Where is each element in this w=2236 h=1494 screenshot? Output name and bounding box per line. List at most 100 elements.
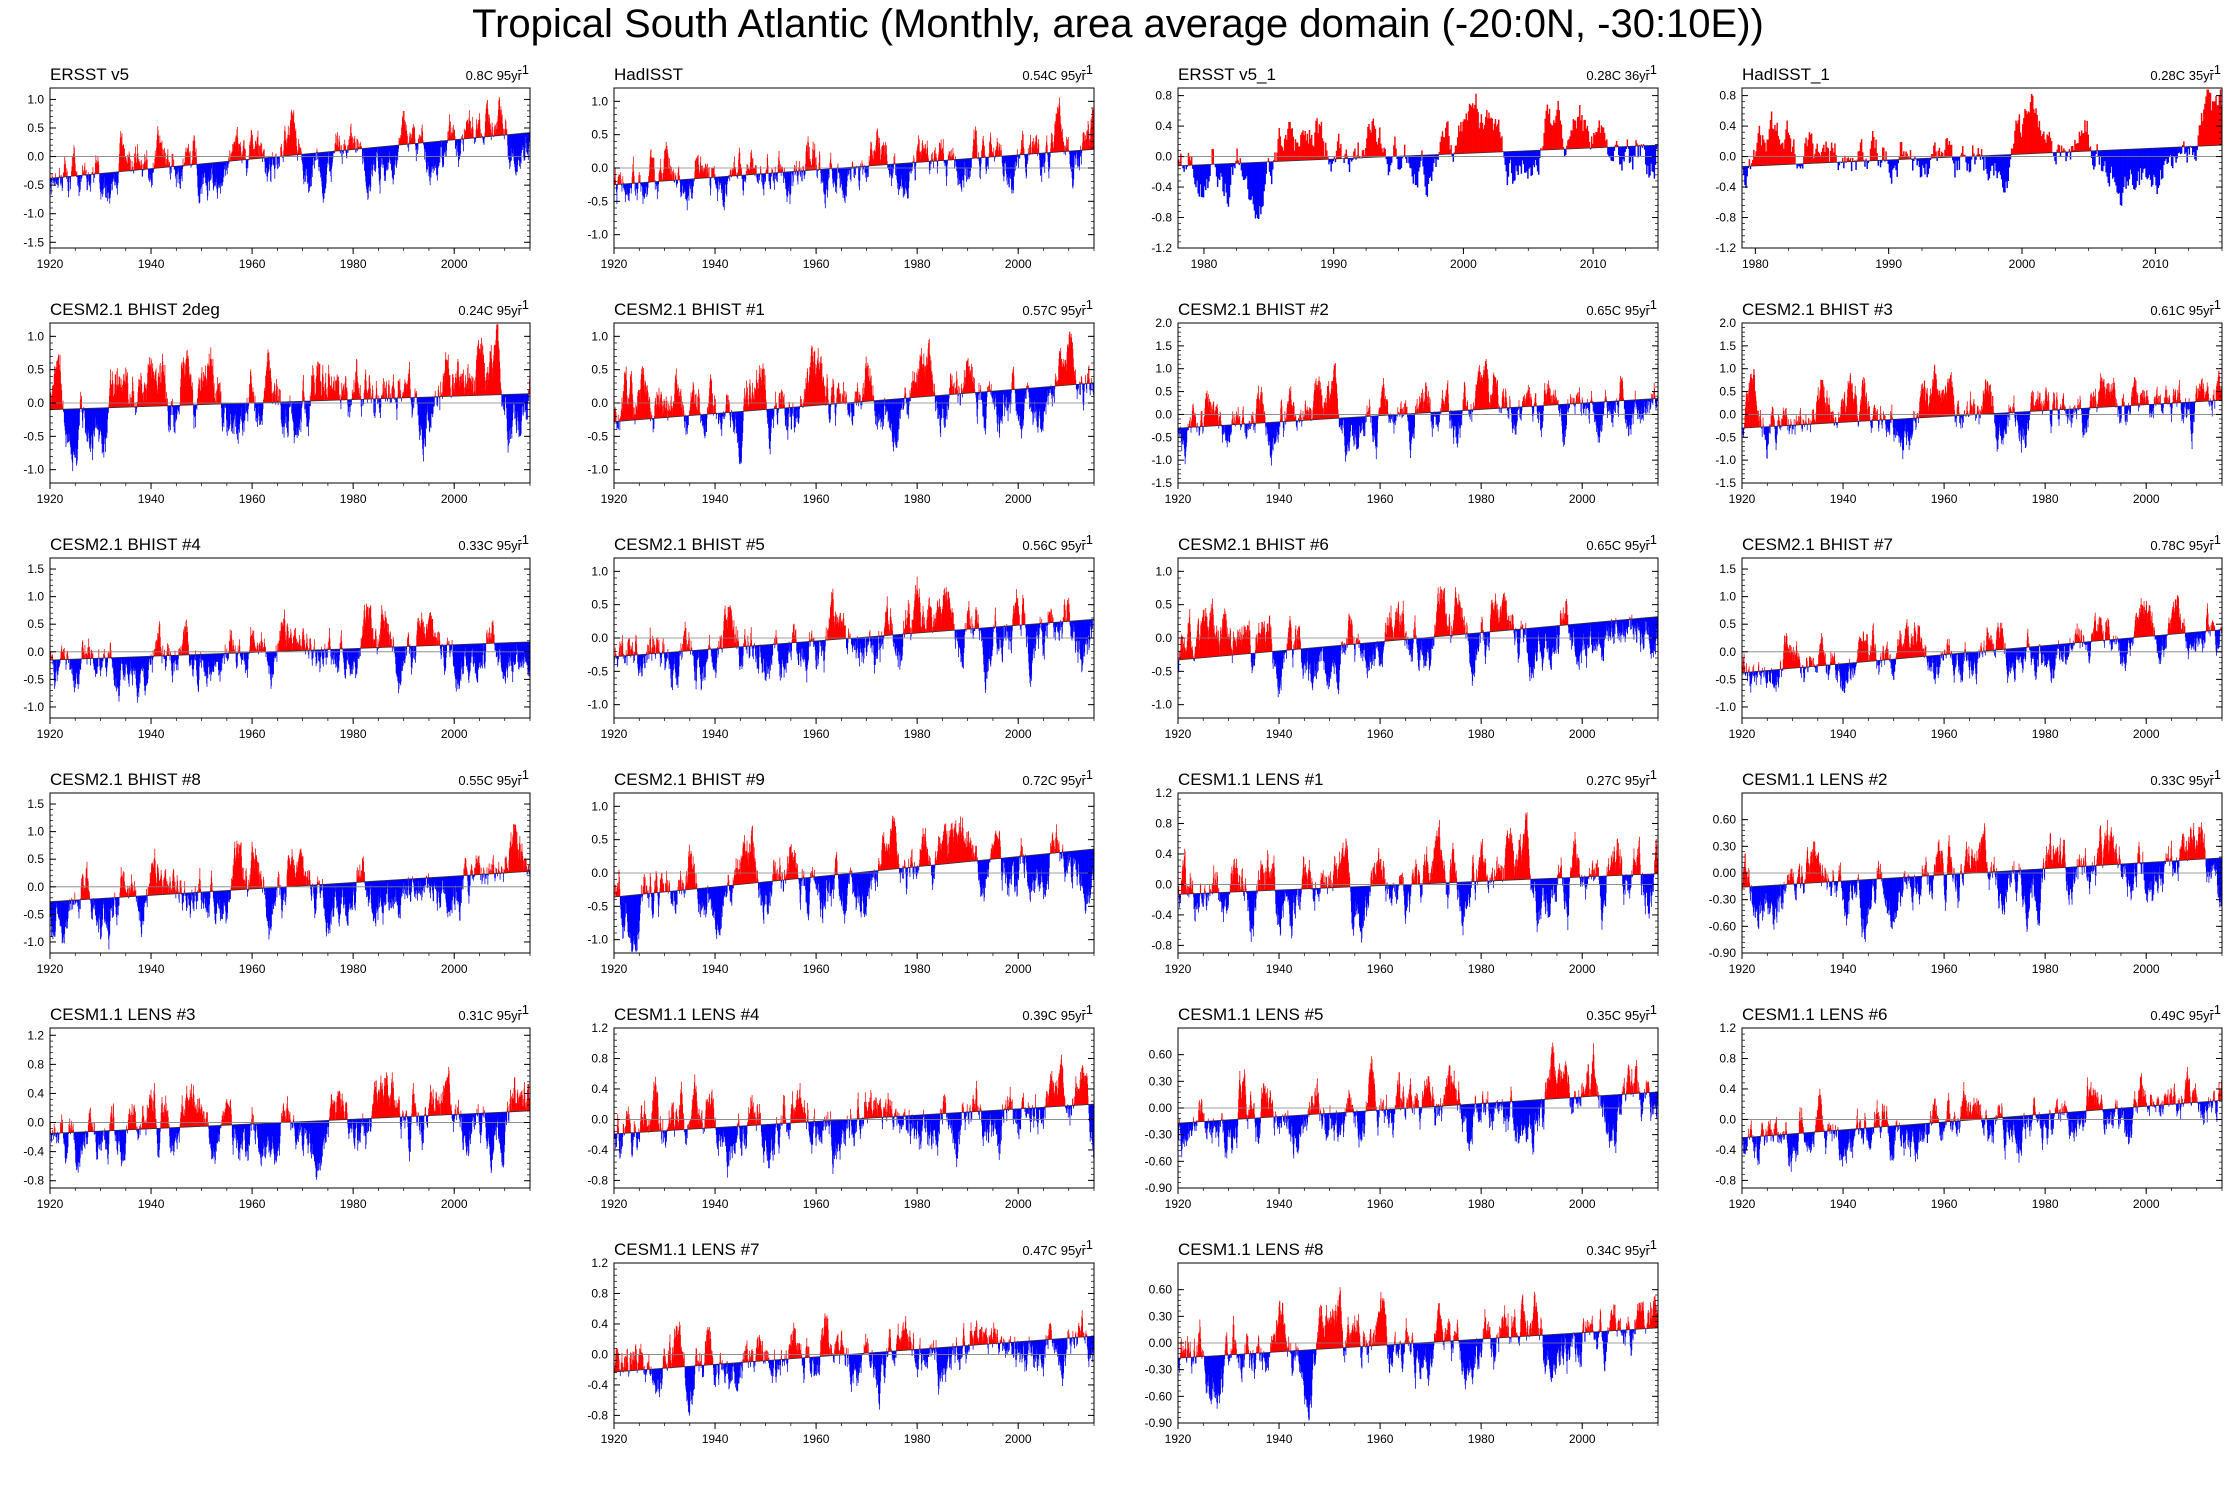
bar <box>662 415 663 418</box>
bar <box>66 171 68 177</box>
bar <box>476 128 478 138</box>
bar <box>164 152 166 168</box>
bar <box>918 135 919 163</box>
bar <box>50 392 52 410</box>
bar <box>653 418 654 429</box>
bar <box>677 180 678 184</box>
bar <box>151 360 152 407</box>
bar <box>56 360 58 410</box>
bar <box>441 141 442 148</box>
bar <box>624 371 626 421</box>
bar <box>881 146 883 165</box>
bar <box>2069 151 2072 160</box>
bar <box>53 177 55 180</box>
bar <box>131 168 133 171</box>
bar <box>232 403 234 422</box>
bar <box>1075 150 1077 165</box>
bar <box>1066 136 1067 152</box>
bar <box>1016 149 1018 155</box>
bar <box>873 151 875 166</box>
bar <box>931 159 933 162</box>
bar <box>335 135 337 152</box>
bar <box>1046 144 1048 153</box>
bar <box>807 136 809 171</box>
bar <box>453 129 455 140</box>
bar <box>62 403 63 410</box>
bar <box>1638 144 1640 146</box>
bar <box>624 183 626 203</box>
bar <box>782 167 783 173</box>
bar <box>103 173 105 189</box>
bar <box>317 152 319 157</box>
bar <box>1339 148 1341 159</box>
bar <box>689 406 691 416</box>
bar <box>319 152 321 167</box>
bar <box>143 391 144 407</box>
bar <box>106 407 108 439</box>
bar <box>2190 146 2193 148</box>
bar <box>177 405 178 410</box>
bar <box>287 401 289 438</box>
bar <box>1619 146 1621 165</box>
bar <box>2100 150 2103 171</box>
bar <box>391 145 393 179</box>
bar <box>257 130 259 159</box>
bar <box>1373 125 1376 158</box>
bar <box>1959 155 1962 157</box>
bar <box>321 382 323 401</box>
bar <box>457 139 458 152</box>
bar <box>356 149 358 152</box>
bar <box>408 144 410 152</box>
bar <box>737 175 739 179</box>
bar <box>808 156 810 171</box>
bar <box>1027 154 1029 161</box>
bar <box>323 152 325 200</box>
bar <box>226 403 228 433</box>
bar <box>1787 132 1790 165</box>
bar <box>275 390 277 403</box>
bar <box>1251 162 1253 197</box>
bar <box>674 172 676 181</box>
bar <box>1470 106 1473 154</box>
bar <box>337 376 339 401</box>
bar <box>291 401 293 412</box>
bar <box>1033 147 1035 154</box>
bar <box>526 132 527 153</box>
bar <box>291 401 293 414</box>
bar <box>1742 166 1744 168</box>
bar <box>668 167 670 181</box>
bar <box>140 375 142 407</box>
bar <box>297 401 299 435</box>
bar <box>455 373 457 397</box>
bar <box>418 397 419 414</box>
bar <box>229 150 231 162</box>
bar <box>397 145 399 161</box>
bar <box>310 153 312 179</box>
bar <box>1944 149 1946 158</box>
bar <box>617 176 619 185</box>
bar <box>910 162 911 171</box>
bar <box>129 402 130 408</box>
bar <box>702 165 703 179</box>
bar <box>432 141 434 173</box>
bar <box>1596 132 1598 148</box>
bar <box>913 157 915 163</box>
bar <box>1198 164 1200 197</box>
bar <box>1888 159 1891 173</box>
bar <box>164 364 166 406</box>
bar <box>1313 146 1315 160</box>
bar <box>175 166 176 177</box>
bar <box>69 409 71 445</box>
bar <box>453 389 455 397</box>
bar <box>1629 146 1632 162</box>
bar <box>445 140 447 157</box>
bar <box>675 175 677 181</box>
bar <box>945 160 947 166</box>
bar <box>1362 150 1365 158</box>
bar <box>1403 144 1406 157</box>
bar <box>651 418 653 421</box>
bar <box>670 400 672 418</box>
bar <box>371 396 373 399</box>
bar <box>1806 146 1808 164</box>
bar <box>454 385 456 397</box>
